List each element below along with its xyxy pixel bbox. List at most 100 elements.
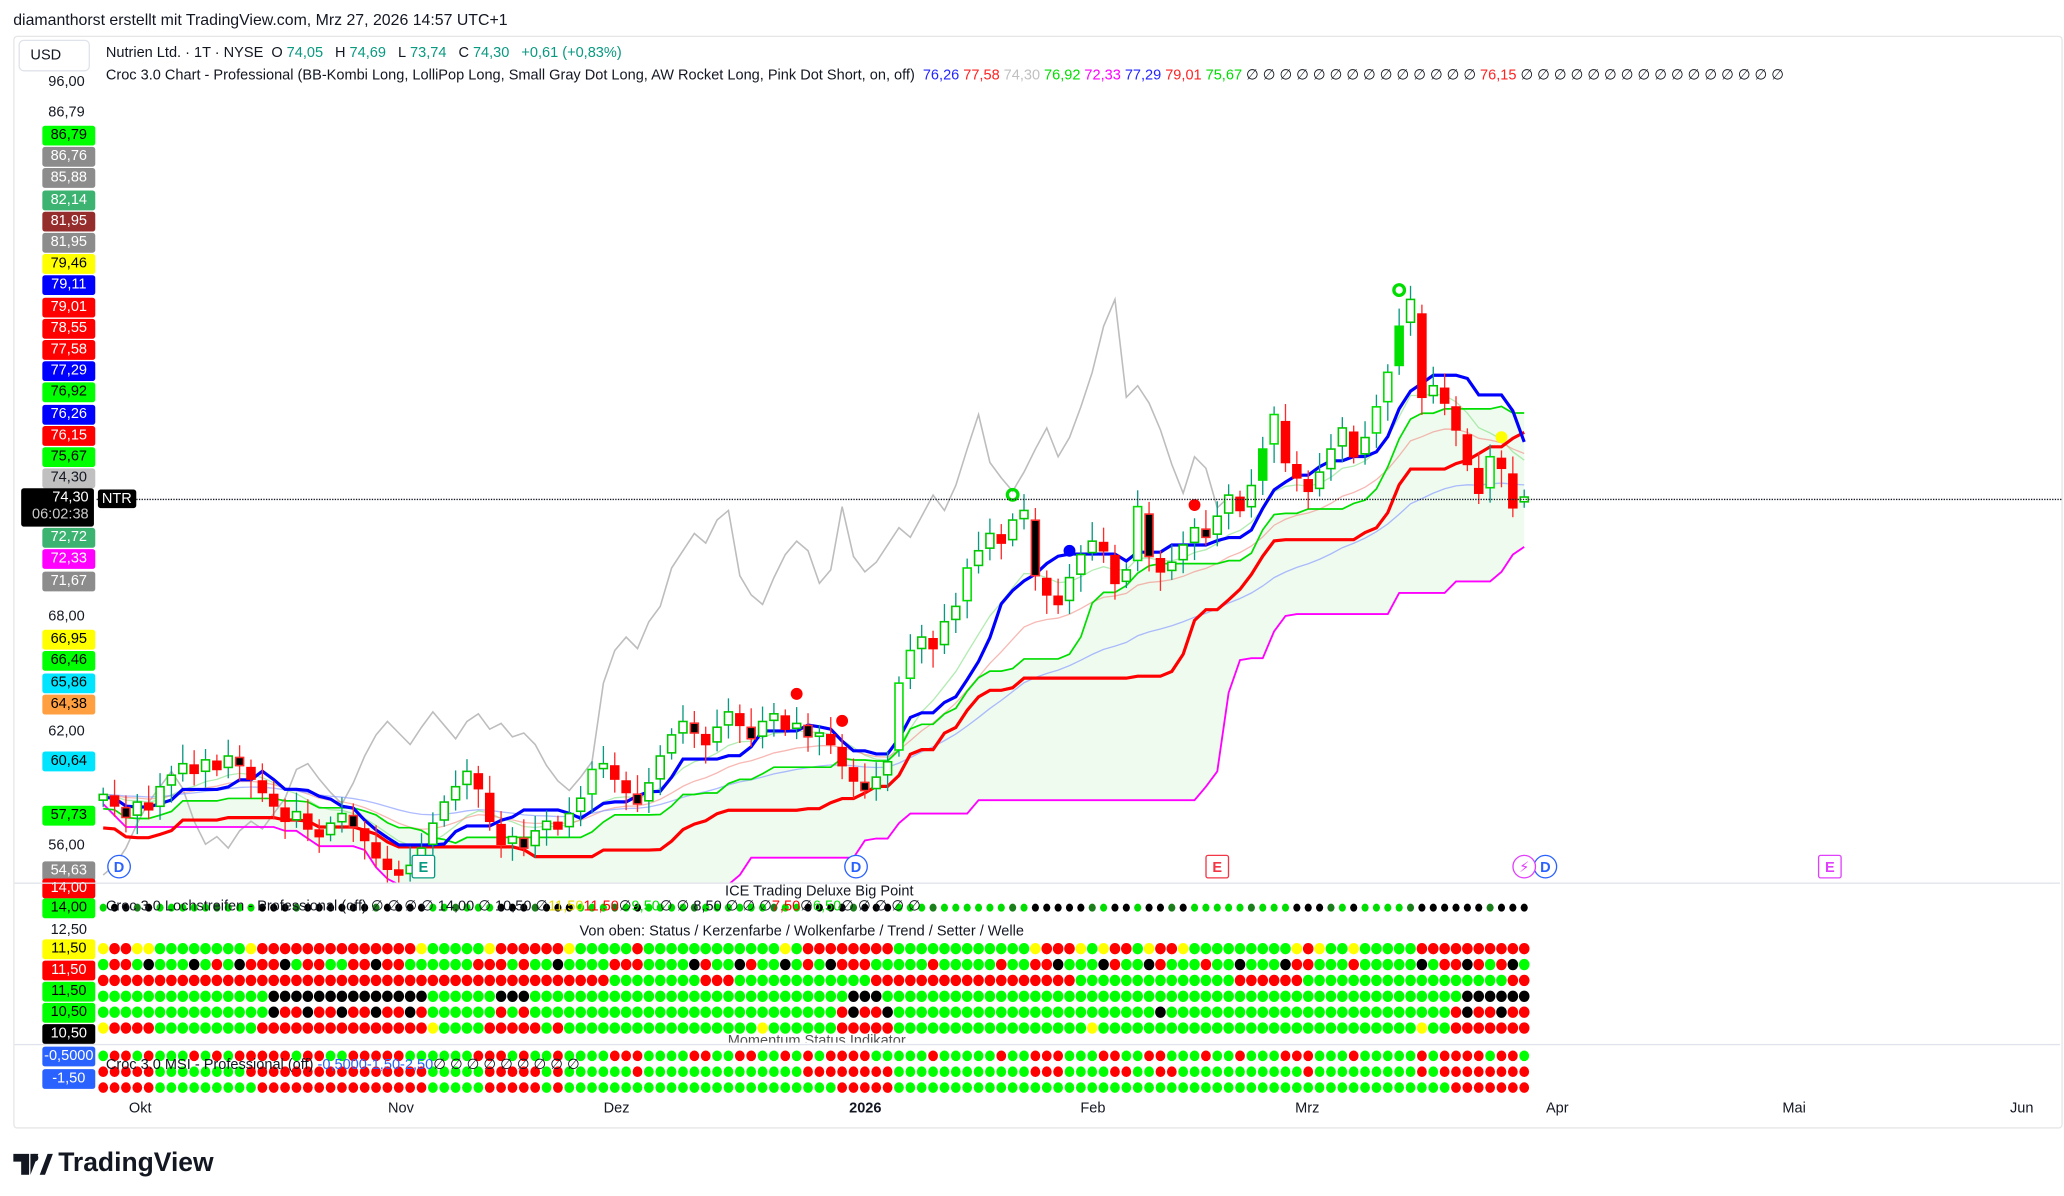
candle[interactable]: [109, 779, 120, 817]
candle[interactable]: [916, 624, 927, 664]
candle[interactable]: [246, 759, 256, 799]
candle[interactable]: [860, 763, 870, 799]
candle[interactable]: [621, 771, 631, 811]
candle[interactable]: [1235, 490, 1245, 518]
candle[interactable]: [1303, 470, 1313, 509]
candle[interactable]: [973, 531, 984, 574]
candle[interactable]: [1394, 308, 1404, 375]
candle[interactable]: [1121, 563, 1132, 589]
candle[interactable]: [1371, 394, 1382, 448]
candle[interactable]: [996, 524, 1007, 560]
candle[interactable]: [655, 745, 666, 796]
candle[interactable]: [1439, 373, 1450, 416]
candle[interactable]: [575, 786, 586, 827]
candle[interactable]: [1257, 436, 1268, 495]
candle[interactable]: [985, 518, 995, 561]
candle[interactable]: [314, 819, 324, 853]
symbol-legend[interactable]: Nutrien Ltd. · 1T · NYSE O 74,05 H 74,69 L…: [106, 45, 626, 61]
candle[interactable]: [1223, 484, 1234, 530]
candle[interactable]: [462, 759, 472, 800]
panel2-legend[interactable]: Croc 3.0 Lochstreifen - Professional (of…: [106, 897, 921, 914]
candle[interactable]: [848, 758, 859, 799]
currency-button[interactable]: USD: [18, 39, 90, 72]
candle[interactable]: [746, 708, 756, 747]
candle[interactable]: [178, 744, 188, 782]
candle[interactable]: [1098, 527, 1109, 563]
candle[interactable]: [1451, 396, 1461, 447]
candle[interactable]: [1132, 490, 1143, 572]
candle[interactable]: [610, 752, 620, 793]
candle[interactable]: [735, 704, 745, 744]
candle[interactable]: [337, 797, 347, 833]
candle[interactable]: [712, 709, 722, 752]
candle[interactable]: [1314, 453, 1325, 497]
candle[interactable]: [268, 780, 279, 820]
candle[interactable]: [1280, 404, 1291, 472]
candle[interactable]: [1292, 451, 1302, 492]
pane-separator[interactable]: [14, 1043, 2061, 1046]
candle[interactable]: [132, 793, 143, 835]
candle[interactable]: [1201, 510, 1211, 546]
candle[interactable]: [200, 749, 211, 788]
candle[interactable]: [1030, 508, 1041, 591]
candle[interactable]: [519, 819, 529, 857]
candle[interactable]: [1212, 501, 1223, 547]
candle[interactable]: [598, 746, 609, 779]
candle[interactable]: [1496, 450, 1507, 488]
candle[interactable]: [1508, 456, 1518, 518]
candle[interactable]: [1155, 550, 1166, 591]
candle[interactable]: [1087, 522, 1097, 561]
candle[interactable]: [473, 765, 484, 808]
candle[interactable]: [689, 711, 700, 748]
candle[interactable]: [428, 812, 438, 861]
candle[interactable]: [803, 713, 813, 752]
candle[interactable]: [1383, 364, 1393, 421]
candle[interactable]: [1428, 366, 1439, 404]
candle[interactable]: [1473, 452, 1484, 505]
candle[interactable]: [348, 803, 359, 842]
candle[interactable]: [723, 698, 734, 739]
candle[interactable]: [666, 728, 677, 760]
candle[interactable]: [530, 815, 540, 858]
candle[interactable]: [121, 795, 131, 833]
candle[interactable]: [155, 773, 165, 820]
candle[interactable]: [564, 797, 575, 838]
candle[interactable]: [382, 845, 393, 883]
candle[interactable]: [1110, 544, 1120, 600]
candle[interactable]: [507, 827, 518, 861]
candle[interactable]: [553, 815, 563, 836]
candle[interactable]: [303, 799, 313, 842]
candle[interactable]: [257, 763, 268, 802]
candle[interactable]: [1076, 545, 1086, 592]
candle[interactable]: [1326, 434, 1336, 481]
candle[interactable]: [1246, 469, 1257, 518]
pane-separator[interactable]: [14, 882, 2061, 884]
candle[interactable]: [143, 785, 154, 820]
candle[interactable]: [644, 767, 654, 814]
candle[interactable]: [234, 745, 245, 781]
candle[interactable]: [1337, 417, 1348, 463]
candle[interactable]: [359, 820, 370, 860]
candle[interactable]: [166, 765, 177, 803]
candle[interactable]: [814, 724, 825, 756]
candle[interactable]: [825, 717, 836, 754]
candle[interactable]: [894, 676, 904, 757]
candle[interactable]: [496, 811, 506, 858]
indicator-legend[interactable]: Croc 3.0 Chart - Professional (BB-Kombi …: [106, 66, 1788, 83]
candle[interactable]: [325, 816, 336, 842]
candle[interactable]: [1189, 518, 1200, 561]
candle[interactable]: [484, 775, 495, 831]
candle[interactable]: [541, 810, 552, 846]
candle[interactable]: [1144, 501, 1154, 572]
candle[interactable]: [1462, 428, 1473, 472]
candle[interactable]: [939, 604, 950, 655]
candle[interactable]: [780, 709, 791, 736]
candle[interactable]: [1178, 531, 1188, 574]
candle[interactable]: [951, 592, 961, 633]
candle[interactable]: [632, 775, 643, 813]
candle[interactable]: [791, 707, 802, 740]
candle[interactable]: [1269, 406, 1279, 463]
candle[interactable]: [1417, 304, 1427, 415]
candle[interactable]: [450, 770, 461, 811]
